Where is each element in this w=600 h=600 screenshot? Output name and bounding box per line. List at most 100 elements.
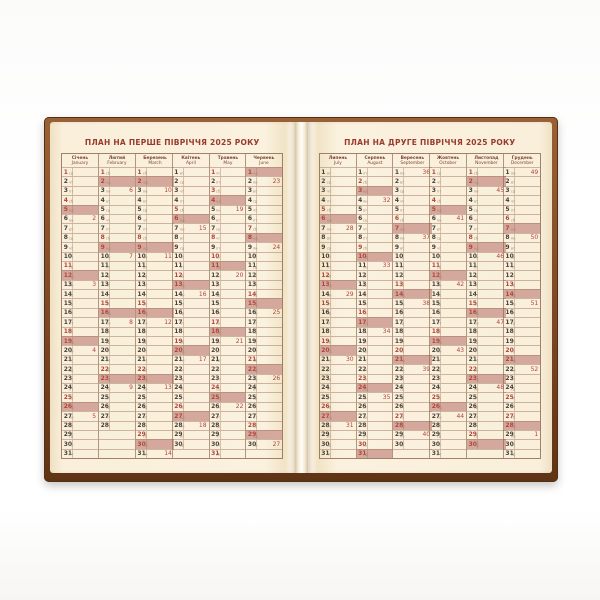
day-cell-july-12: 12 сб [319, 270, 356, 280]
day-number: 12 [468, 271, 477, 279]
day-number: 16 [431, 309, 441, 317]
day-number-box: 20 пт [246, 346, 258, 355]
day-number-box: 8 сб [99, 233, 111, 243]
day-number-box: 15 сб [136, 299, 147, 308]
month-name-english: January [71, 159, 89, 165]
day-number-box: 17 пт [430, 318, 442, 327]
day-number: 20 [174, 346, 183, 354]
day-number-box: 27 пн [62, 412, 73, 421]
day-number: 20 [100, 346, 109, 354]
weekday-abbr: вт [400, 246, 405, 251]
weekday-abbr: вт [142, 199, 147, 204]
day-number: 20 [63, 346, 73, 354]
weekday-abbr: сб [473, 368, 478, 373]
weekday-abbr: ср [326, 377, 331, 382]
day-cell-march-15: 15 сб [135, 298, 174, 308]
day-number: 10 [247, 253, 257, 261]
day-cell-june-14: 14 сб [246, 289, 283, 299]
day-number: 23 [100, 375, 109, 383]
weekday-abbr: пт [437, 189, 442, 194]
weekday-abbr: сб [142, 171, 147, 175]
day-cell-december-21: 21 нд [503, 354, 541, 365]
day-cell-january-20: 20 пн 4 [62, 345, 99, 355]
month-header-april: Квітень April [180, 156, 202, 165]
week-number: 46 [496, 253, 505, 261]
weekday-abbr: пн [216, 340, 221, 344]
weekday-abbr: пт [400, 274, 405, 279]
day-cell-february-23: 23 нд [99, 373, 135, 383]
weekday-abbr: сб [216, 255, 221, 260]
day-cell-january-2: 2 чт [62, 176, 99, 186]
day-cell-october-22: 22 ср [430, 364, 467, 374]
weekday-abbr: ср [510, 321, 515, 326]
day-cell-june-23: 23 пн 26 [246, 373, 283, 383]
day-cell-june-16: 16 пн 25 [246, 307, 283, 318]
weekday-abbr: пт [400, 208, 405, 213]
day-cell-march-27: 27 чт [135, 411, 174, 421]
day-number: 7 [321, 224, 326, 232]
day-number: 20 [468, 346, 477, 354]
day-cell-january-5: 5 нд [62, 204, 99, 214]
weekday-abbr: пн [179, 358, 184, 363]
day-cell-january-21: 21 вт [62, 354, 99, 365]
day-cell-april-19: 19 сб [172, 336, 209, 346]
day-cell-november-23: 23 нд [467, 373, 507, 383]
day-number: 6 [137, 215, 142, 223]
day-number-box: 19 чт [246, 337, 258, 346]
day-number: 26 [358, 403, 367, 411]
day-number: 2 [100, 177, 105, 185]
day-number-box: 27 сб [504, 412, 515, 421]
day-number-box: 20 чт [99, 346, 111, 355]
weekday-abbr: вт [437, 424, 441, 429]
day-cell-october-19: 19 нд [430, 336, 467, 346]
day-cell-june-29: 29 нд [246, 429, 283, 440]
day-number: 24 [174, 384, 183, 392]
day-number: 5 [394, 206, 400, 214]
day-number: 21 [63, 356, 73, 364]
day-number-box: 17 чт [320, 318, 331, 327]
day-number-box: 22 сб [136, 365, 147, 374]
day-number: 22 [468, 365, 477, 373]
day-cell-september-3: 3 ср [393, 185, 433, 196]
day-number: 17 [468, 318, 477, 326]
day-number-box: 31 пн [136, 449, 147, 459]
day-number: 18 [358, 328, 367, 336]
day-cell-december-11: 11 чт [503, 260, 541, 271]
day-number: 27 [211, 412, 220, 420]
day-number: 10 [63, 253, 73, 261]
day-number-box: 9 ср [320, 243, 331, 252]
day-cell-june-5: 5 чт [246, 204, 283, 214]
weekday-abbr: сб [142, 236, 147, 241]
day-number-box: 8 пн [393, 233, 405, 243]
day-number: 11 [174, 262, 183, 270]
weekday-abbr: чт [105, 415, 110, 420]
weekday-abbr: сб [400, 218, 405, 222]
day-cell-december-26: 26 пт [503, 401, 541, 412]
week-number: 29 [345, 290, 354, 298]
day-number-box: 17 пн [467, 318, 478, 327]
day-number: 1 [174, 168, 179, 176]
day-number-box: 29 нд [246, 430, 258, 440]
weekday-abbr: вт [216, 349, 221, 354]
day-number-box: 20 сб [504, 346, 515, 355]
month-header-january: Січень January [69, 156, 91, 165]
weekday-abbr: пт [510, 340, 515, 344]
weekday-abbr: вт [216, 415, 221, 420]
weekday-abbr: нд [253, 171, 258, 175]
day-cell-january-6: 6 пн 2 [62, 213, 99, 224]
day-cell-august-19: 19 вт [356, 336, 393, 346]
day-number: 7 [63, 224, 68, 232]
weekday-abbr: пт [105, 424, 111, 429]
day-number-box: 6 чт [467, 214, 479, 224]
day-number-box: 29 ср [62, 430, 74, 440]
weekday-abbr: пт [69, 189, 74, 194]
day-number-box: 22 вт [173, 365, 184, 374]
day-cell-october-29: 29 ср [430, 429, 467, 440]
day-number: 22 [321, 365, 330, 373]
week-number: 2 [92, 215, 97, 223]
day-number: 24 [100, 384, 109, 392]
day-number: 12 [100, 271, 109, 279]
day-cell-january-9: 9 чт [62, 242, 99, 252]
day-number-box: 5 вт [357, 205, 368, 214]
day-cell-june-21: 21 сб [246, 354, 283, 365]
